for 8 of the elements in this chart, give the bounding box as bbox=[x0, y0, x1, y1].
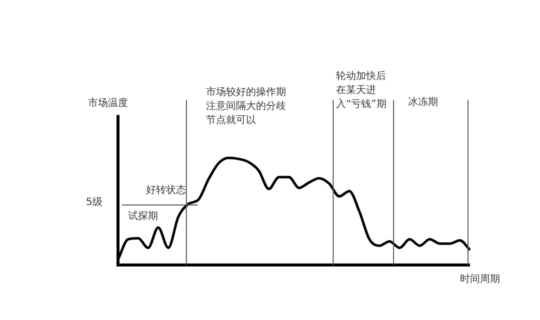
x-axis-title: 时间周期 bbox=[460, 273, 500, 287]
annotation: 好转状态 bbox=[146, 184, 186, 198]
text: 轮动加快后在某天进入“亏钱”期 bbox=[336, 70, 388, 112]
annotation: 试探期 bbox=[128, 210, 158, 224]
y-axis-title: 市场温度 bbox=[88, 97, 128, 111]
ref-line-label: 5级 bbox=[86, 196, 102, 210]
text: 冰冻期 bbox=[408, 96, 438, 110]
text: 市场较好的操作期注意间隔大的分歧节点就可以 bbox=[206, 86, 287, 128]
